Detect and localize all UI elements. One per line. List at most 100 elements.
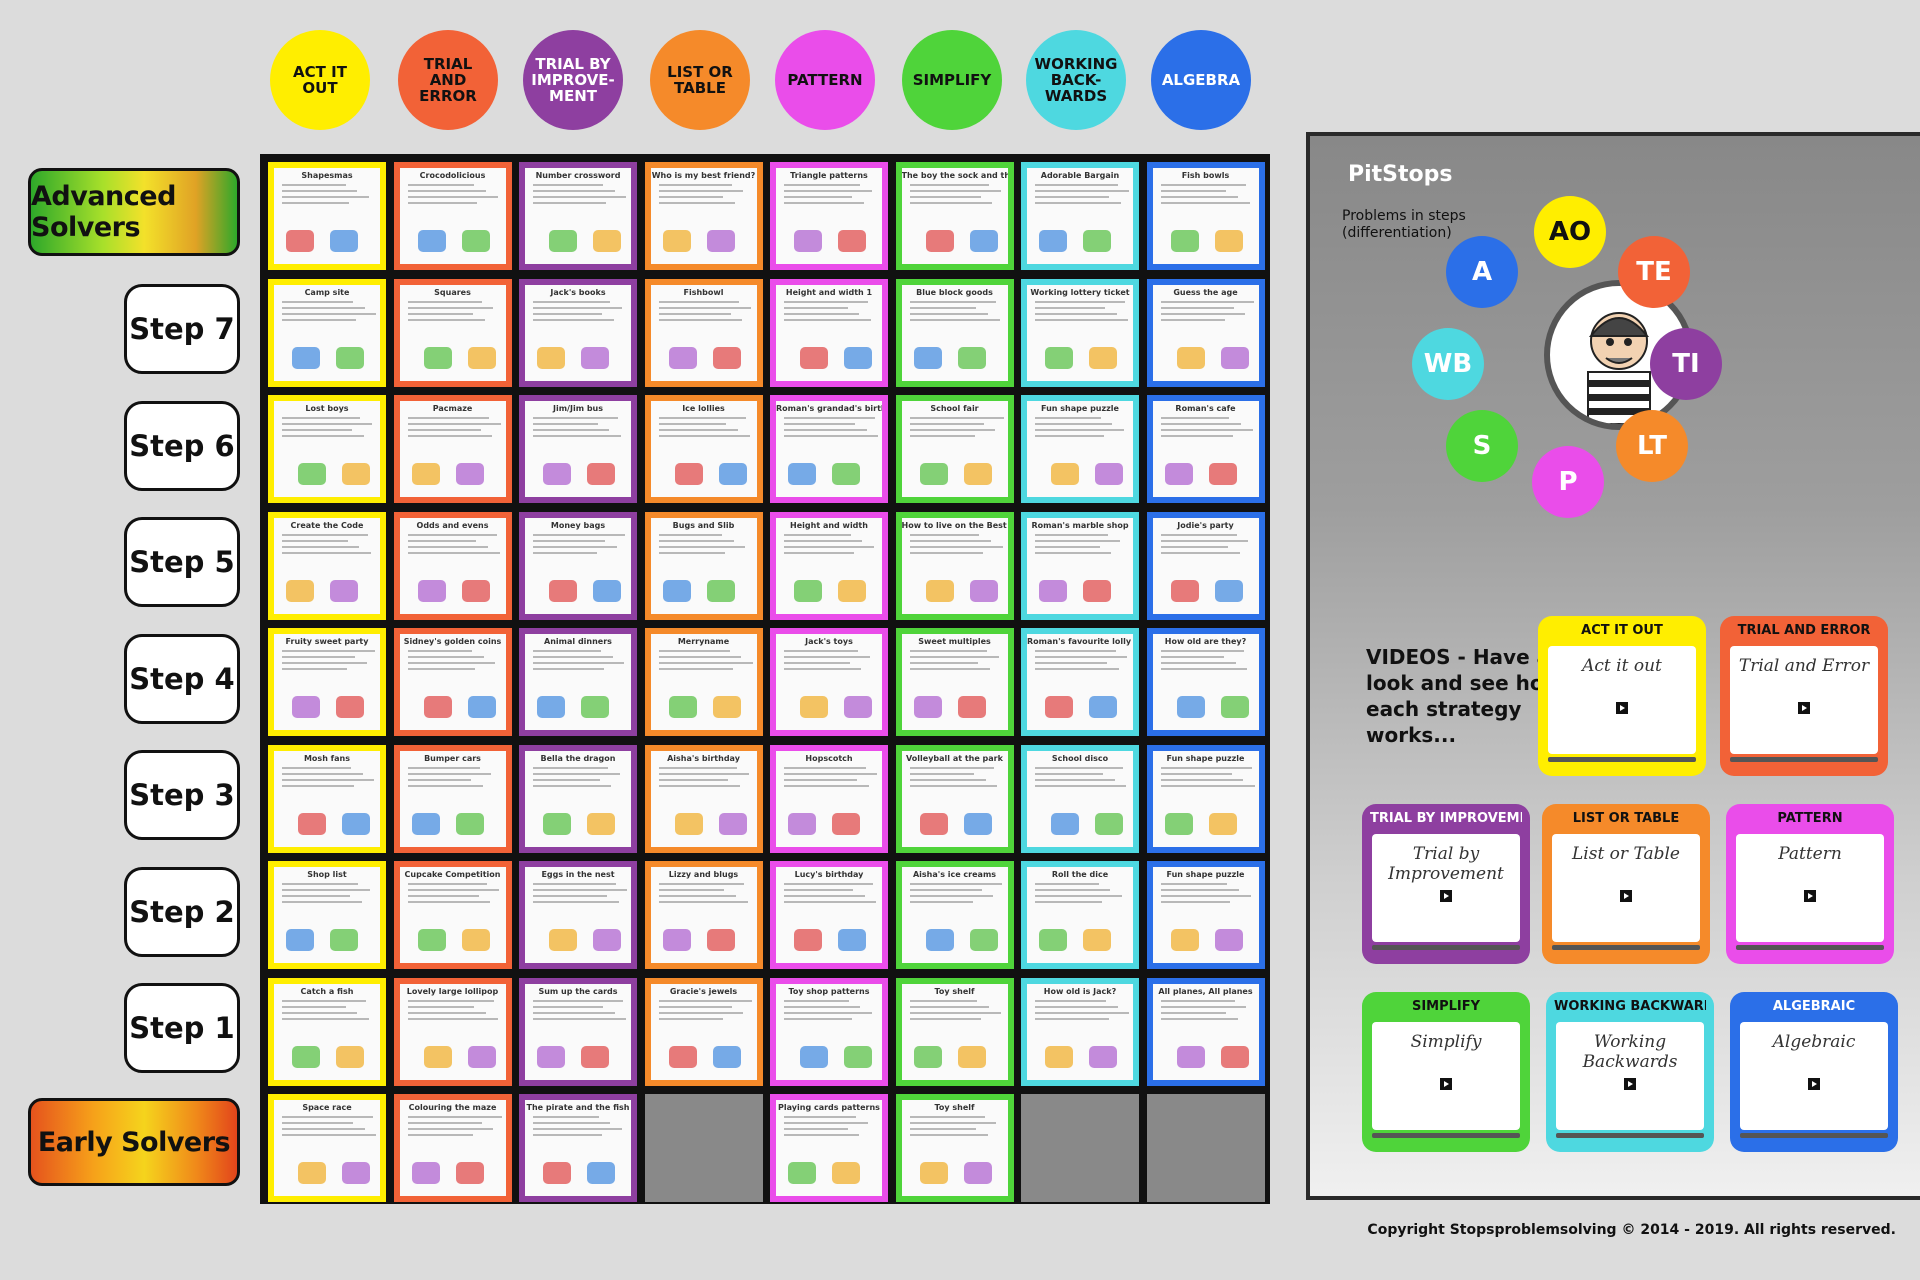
problem-card[interactable]: Adorable Bargain bbox=[1021, 162, 1139, 270]
problem-card[interactable]: Working lottery ticket bbox=[1021, 278, 1139, 387]
problem-card[interactable]: Number crossword bbox=[519, 162, 637, 270]
step-button-6[interactable]: Step 6 bbox=[124, 400, 240, 491]
advanced-solvers-button[interactable]: Advanced Solvers bbox=[28, 168, 240, 256]
video-progress-bar[interactable] bbox=[1740, 1133, 1888, 1138]
video-card-trial-and-error[interactable]: TRIAL AND ERROR Trial and Error bbox=[1720, 616, 1888, 776]
problem-card[interactable]: School disco bbox=[1021, 744, 1139, 853]
problem-card[interactable]: Ice lollies bbox=[644, 395, 763, 503]
problem-card[interactable]: Lizzy and blugs bbox=[644, 861, 763, 969]
problem-card[interactable]: Bugs and Slib bbox=[644, 511, 763, 620]
video-progress-bar[interactable] bbox=[1556, 1133, 1704, 1138]
pitstop-orbit-p[interactable]: P bbox=[1532, 446, 1604, 518]
early-solvers-button[interactable]: Early Solvers bbox=[28, 1098, 240, 1186]
video-progress-bar[interactable] bbox=[1736, 945, 1884, 950]
problem-card[interactable]: Merryname bbox=[644, 628, 763, 736]
problem-card[interactable]: Hopscotch bbox=[770, 744, 888, 853]
problem-card[interactable]: Toy shelf bbox=[895, 1094, 1014, 1202]
problem-card[interactable]: Roman's favourite lolly shop bbox=[1021, 628, 1139, 736]
play-icon[interactable] bbox=[1440, 890, 1452, 903]
video-card-act-it-out[interactable]: ACT IT OUT Act it out bbox=[1538, 616, 1706, 776]
problem-card[interactable]: Sum up the cards bbox=[519, 977, 637, 1086]
video-progress-bar[interactable] bbox=[1552, 945, 1700, 950]
play-icon[interactable] bbox=[1440, 1078, 1452, 1091]
step-button-2[interactable]: Step 2 bbox=[124, 866, 240, 957]
problem-card[interactable]: Sidney's golden coins bbox=[393, 628, 512, 736]
problem-card[interactable]: Camp site bbox=[268, 278, 386, 387]
video-card-simplify[interactable]: SIMPLIFY Simplify bbox=[1362, 992, 1530, 1152]
problem-card[interactable]: Bumper cars bbox=[393, 744, 512, 853]
play-icon[interactable] bbox=[1624, 1078, 1636, 1091]
video-card-algebraic[interactable]: ALGEBRAIC Algebraic bbox=[1730, 992, 1898, 1152]
strategy-circle-6[interactable]: SIMPLIFY bbox=[902, 30, 1002, 130]
problem-card[interactable]: Fruity sweet party bbox=[268, 628, 386, 736]
strategy-circle-4[interactable]: LIST OR TABLE bbox=[650, 30, 750, 130]
pitstop-orbit-ti[interactable]: TI bbox=[1650, 328, 1722, 400]
step-button-1[interactable]: Step 1 bbox=[124, 983, 240, 1073]
problem-card[interactable]: Gracie's jewels bbox=[644, 977, 763, 1086]
problem-card[interactable]: Animal dinners bbox=[519, 628, 637, 736]
problem-card[interactable]: Colouring the maze bbox=[393, 1094, 512, 1202]
pitstop-orbit-a[interactable]: A bbox=[1446, 236, 1518, 308]
problem-card[interactable]: How to live on the Best Street? bbox=[895, 511, 1014, 620]
pitstop-orbit-lt[interactable]: LT bbox=[1616, 410, 1688, 482]
problem-card[interactable]: Roman's marble shop bbox=[1021, 511, 1139, 620]
problem-card[interactable]: Fish bowls bbox=[1146, 162, 1265, 270]
problem-card[interactable]: Pacmaze bbox=[393, 395, 512, 503]
video-progress-bar[interactable] bbox=[1548, 757, 1696, 762]
problem-card[interactable]: Eggs in the nest bbox=[519, 861, 637, 969]
problem-card[interactable]: Jim/Jim bus bbox=[519, 395, 637, 503]
step-button-4[interactable]: Step 4 bbox=[124, 633, 240, 724]
problem-card[interactable]: Shop list bbox=[268, 861, 386, 969]
problem-card[interactable]: Odds and evens bbox=[393, 511, 512, 620]
video-card-working-backwards[interactable]: WORKING BACKWARDS Working Backwards bbox=[1546, 992, 1714, 1152]
problem-card[interactable]: Fishbowl bbox=[644, 278, 763, 387]
problem-card[interactable]: Squares bbox=[393, 278, 512, 387]
strategy-circle-5[interactable]: PATTERN bbox=[775, 30, 875, 130]
problem-card[interactable]: Money bags bbox=[519, 511, 637, 620]
problem-card[interactable]: The pirate and the fish bbox=[519, 1094, 637, 1202]
problem-card[interactable]: School fair bbox=[895, 395, 1014, 503]
problem-card[interactable]: Crocodolicious bbox=[393, 162, 512, 270]
strategy-circle-8[interactable]: ALGEBRA bbox=[1151, 30, 1251, 130]
problem-card[interactable]: All planes, All planes bbox=[1146, 977, 1265, 1086]
step-button-7[interactable]: Step 7 bbox=[124, 284, 240, 374]
problem-card[interactable]: Mosh fans bbox=[268, 744, 386, 853]
problem-card[interactable]: Fun shape puzzle bbox=[1021, 395, 1139, 503]
problem-card[interactable]: Aisha's birthday bbox=[644, 744, 763, 853]
problem-card[interactable]: Sweet multiples bbox=[895, 628, 1014, 736]
problem-card[interactable]: Height and width 1 bbox=[770, 278, 888, 387]
play-icon[interactable] bbox=[1804, 890, 1816, 903]
problem-card[interactable]: How old is Jack? bbox=[1021, 977, 1139, 1086]
step-button-3[interactable]: Step 3 bbox=[124, 750, 240, 840]
problem-card[interactable]: Toy shop patterns bbox=[770, 977, 888, 1086]
problem-card[interactable]: Fun shape puzzle bbox=[1146, 744, 1265, 853]
problem-card[interactable]: Blue block goods bbox=[895, 278, 1014, 387]
strategy-circle-3[interactable]: TRIAL BY IMPROVE-MENT bbox=[523, 30, 623, 130]
problem-card[interactable]: Jodie's party bbox=[1146, 511, 1265, 620]
problem-card[interactable]: Volleyball at the park bbox=[895, 744, 1014, 853]
problem-card[interactable]: Roll the dice bbox=[1021, 861, 1139, 969]
strategy-circle-2[interactable]: TRIAL AND ERROR bbox=[398, 30, 498, 130]
problem-card[interactable]: Who is my best friend? bbox=[644, 162, 763, 270]
video-card-trial-by-improvement[interactable]: TRIAL BY IMPROVEMENT Trial by Improvement bbox=[1362, 804, 1530, 964]
problem-card[interactable]: Lucy's birthday bbox=[770, 861, 888, 969]
video-progress-bar[interactable] bbox=[1372, 1133, 1520, 1138]
play-icon[interactable] bbox=[1808, 1078, 1820, 1091]
problem-card[interactable]: Guess the age bbox=[1146, 278, 1265, 387]
problem-card[interactable]: Cupcake Competition bbox=[393, 861, 512, 969]
pitstop-orbit-te[interactable]: TE bbox=[1618, 236, 1690, 308]
pitstop-orbit-s[interactable]: S bbox=[1446, 410, 1518, 482]
problem-card[interactable]: Height and width bbox=[770, 511, 888, 620]
problem-card[interactable]: Lovely large lollipop bbox=[393, 977, 512, 1086]
problem-card[interactable]: Jack's books bbox=[519, 278, 637, 387]
problem-card[interactable]: Triangle patterns bbox=[770, 162, 888, 270]
problem-card[interactable]: Catch a fish bbox=[268, 977, 386, 1086]
step-button-5[interactable]: Step 5 bbox=[124, 517, 240, 607]
problem-card[interactable]: Shapesmas bbox=[268, 162, 386, 270]
problem-card[interactable]: Bella the dragon bbox=[519, 744, 637, 853]
problem-card[interactable]: Roman's grandad's birthday bbox=[770, 395, 888, 503]
video-card-pattern[interactable]: PATTERN Pattern bbox=[1726, 804, 1894, 964]
problem-card[interactable]: How old are they? bbox=[1146, 628, 1265, 736]
video-progress-bar[interactable] bbox=[1372, 945, 1520, 950]
problem-card[interactable]: Roman's cafe bbox=[1146, 395, 1265, 503]
